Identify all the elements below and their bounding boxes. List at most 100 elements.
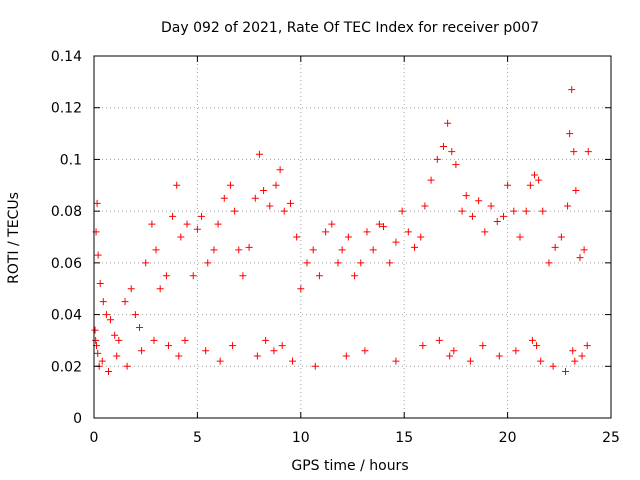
grid bbox=[94, 56, 611, 418]
data-point bbox=[419, 342, 427, 350]
data-point bbox=[433, 155, 441, 163]
data-point bbox=[516, 233, 524, 241]
data-point bbox=[479, 342, 487, 350]
data-point bbox=[253, 352, 261, 360]
data-point bbox=[578, 352, 586, 360]
data-point bbox=[392, 238, 400, 246]
data-point bbox=[183, 220, 191, 228]
data-point bbox=[448, 148, 456, 156]
y-tick-label: 0.12 bbox=[51, 101, 82, 117]
axis-ticks: 0 5 10 15 20 25 0 0.02 0.04 0.06 0.08 0.1 0.12 0.14 bbox=[51, 49, 620, 446]
data-point bbox=[189, 272, 197, 280]
y-tick-label: 0 bbox=[73, 411, 82, 427]
data-point bbox=[162, 272, 170, 280]
data-point bbox=[481, 228, 489, 236]
data-point bbox=[204, 259, 212, 267]
data-point bbox=[214, 220, 222, 228]
data-point bbox=[576, 254, 584, 262]
data-point bbox=[458, 207, 466, 215]
data-point bbox=[270, 347, 278, 355]
data-point bbox=[262, 336, 270, 344]
data-point bbox=[510, 207, 518, 215]
data-point bbox=[231, 207, 239, 215]
data-point bbox=[411, 243, 419, 251]
data-point bbox=[311, 362, 319, 370]
data-point bbox=[91, 326, 99, 334]
data-point bbox=[198, 212, 206, 220]
data-point bbox=[493, 217, 501, 225]
data-point bbox=[220, 194, 228, 202]
data-point bbox=[92, 336, 100, 344]
data-point bbox=[439, 143, 447, 150]
data-point bbox=[111, 331, 119, 339]
data-point bbox=[156, 285, 164, 293]
data-point bbox=[104, 367, 112, 375]
x-tick-label: 20 bbox=[499, 430, 517, 446]
data-point bbox=[435, 336, 443, 344]
x-tick-label: 5 bbox=[193, 430, 202, 446]
data-point bbox=[504, 181, 512, 189]
data-point bbox=[487, 202, 495, 210]
y-tick-label: 0.14 bbox=[51, 49, 82, 65]
data-point bbox=[499, 212, 507, 220]
data-point bbox=[535, 176, 543, 184]
data-point bbox=[289, 357, 297, 365]
data-point bbox=[398, 207, 406, 215]
y-tick-label: 0.1 bbox=[60, 152, 82, 168]
y-tick-label: 0.08 bbox=[51, 204, 82, 220]
data-point bbox=[280, 207, 288, 215]
data-point bbox=[276, 166, 284, 174]
data-point bbox=[193, 225, 201, 233]
data-point bbox=[380, 223, 388, 231]
data-point bbox=[94, 349, 102, 357]
data-point bbox=[334, 259, 342, 267]
data-point bbox=[96, 280, 104, 288]
data-point bbox=[421, 202, 429, 210]
data-point bbox=[539, 207, 547, 215]
x-tick-label: 25 bbox=[602, 430, 620, 446]
data-point bbox=[361, 347, 369, 355]
data-point bbox=[545, 259, 553, 267]
data-point bbox=[251, 194, 259, 202]
data-point bbox=[357, 259, 365, 267]
data-point bbox=[322, 228, 330, 236]
data-point bbox=[530, 171, 538, 179]
data-points bbox=[91, 86, 592, 375]
data-point bbox=[123, 362, 131, 370]
data-point bbox=[150, 336, 158, 344]
data-point bbox=[528, 336, 536, 344]
data-point bbox=[533, 342, 541, 350]
x-tick-label: 0 bbox=[90, 430, 99, 446]
data-point bbox=[115, 336, 123, 344]
data-point bbox=[566, 130, 574, 138]
y-tick-label: 0.02 bbox=[51, 359, 82, 375]
data-point bbox=[272, 181, 280, 189]
data-point bbox=[369, 246, 377, 254]
data-point bbox=[417, 233, 425, 241]
y-tick-label: 0.04 bbox=[51, 308, 82, 324]
data-point bbox=[450, 347, 458, 355]
data-point bbox=[235, 246, 243, 254]
data-point bbox=[286, 199, 294, 207]
data-point bbox=[522, 207, 530, 215]
data-point bbox=[239, 272, 247, 280]
data-point bbox=[351, 272, 359, 280]
data-point bbox=[127, 285, 135, 293]
data-point bbox=[266, 202, 274, 210]
data-point bbox=[315, 272, 323, 280]
data-point bbox=[427, 176, 435, 184]
chart-title: Day 092 of 2021, Rate Of TEC Index for r… bbox=[161, 20, 539, 36]
data-point bbox=[562, 367, 570, 375]
data-point bbox=[131, 311, 139, 319]
data-point bbox=[278, 342, 286, 350]
y-tick-label: 0.06 bbox=[51, 256, 82, 272]
data-point bbox=[526, 181, 534, 189]
data-point bbox=[444, 119, 452, 127]
data-point bbox=[363, 228, 371, 236]
data-point bbox=[229, 342, 237, 350]
data-point bbox=[404, 228, 412, 236]
data-point bbox=[344, 233, 352, 241]
data-point bbox=[148, 220, 156, 228]
data-point bbox=[386, 259, 394, 267]
